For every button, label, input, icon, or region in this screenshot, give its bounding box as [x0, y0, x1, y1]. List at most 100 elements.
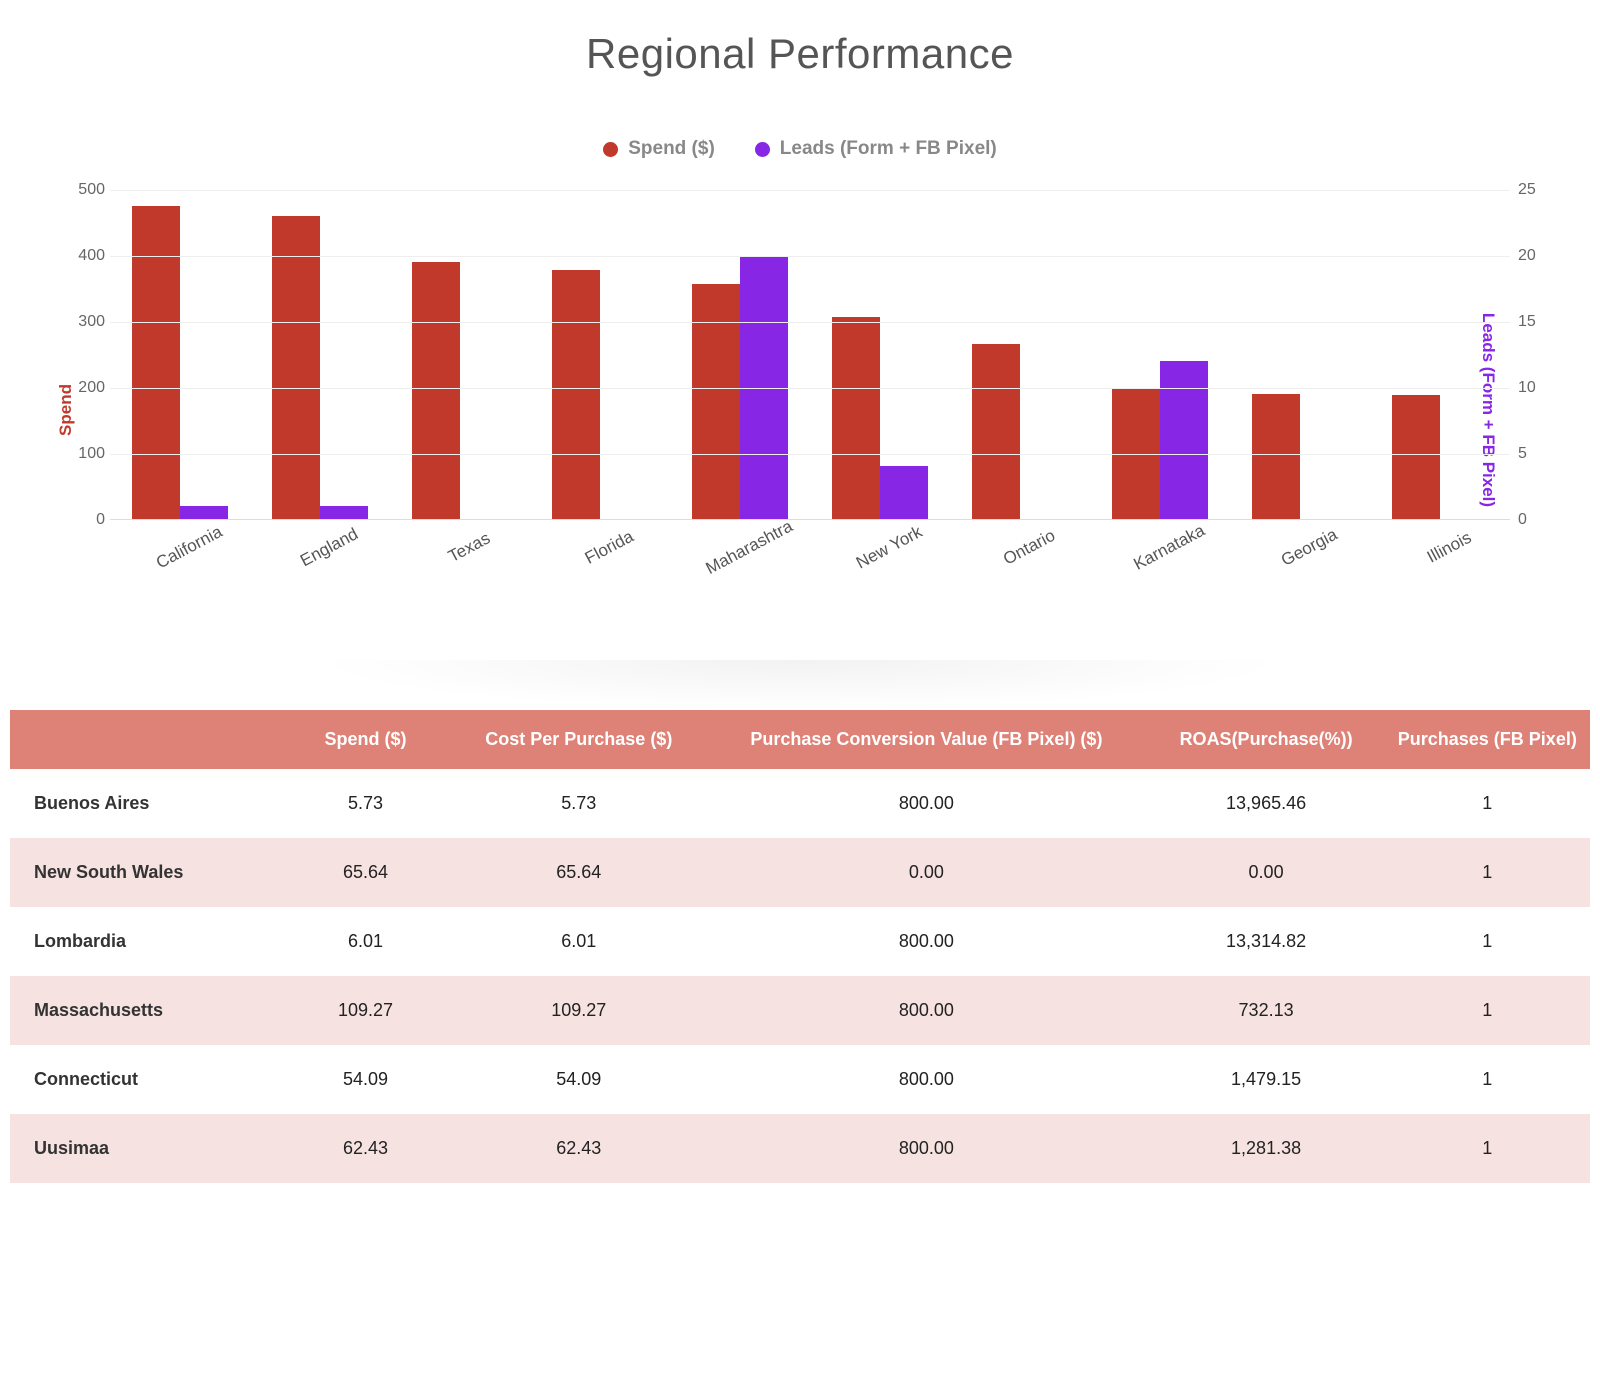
table-cell: 1	[1385, 976, 1590, 1045]
y-left-tick: 500	[65, 181, 105, 199]
y-left-tick: 100	[65, 445, 105, 463]
legend-label: Spend ($)	[628, 138, 715, 160]
row-label: Connecticut	[10, 1045, 279, 1114]
table-cell: 1	[1385, 769, 1590, 838]
table-column-header[interactable]	[10, 710, 279, 769]
y-right-tick: 15	[1518, 313, 1548, 331]
y-left-tick: 0	[65, 511, 105, 529]
spend-bar[interactable]	[1252, 394, 1300, 519]
spend-bar[interactable]	[1392, 395, 1440, 519]
chart-shadow	[310, 660, 1290, 710]
table-cell: 1	[1385, 1114, 1590, 1183]
grid-line	[110, 256, 1510, 257]
table-cell: 13,965.46	[1148, 769, 1385, 838]
y-left-tick: 400	[65, 247, 105, 265]
dashboard: Regional Performance Spend ($) Leads (For…	[0, 0, 1600, 1183]
table-cell: 732.13	[1148, 976, 1385, 1045]
table-cell: 6.01	[452, 907, 705, 976]
table-cell: 800.00	[705, 976, 1147, 1045]
bar-group	[390, 190, 530, 519]
table-cell: 800.00	[705, 769, 1147, 838]
y-left-tick: 300	[65, 313, 105, 331]
table-cell: 1	[1385, 838, 1590, 907]
y-right-tick: 20	[1518, 247, 1548, 265]
table-cell: 0.00	[705, 838, 1147, 907]
bar-group	[530, 190, 670, 519]
y-right-tick: 5	[1518, 445, 1548, 463]
bar-group	[250, 190, 390, 519]
bar-groups	[110, 190, 1510, 519]
row-label: New South Wales	[10, 838, 279, 907]
table-cell: 0.00	[1148, 838, 1385, 907]
chart-plot: 01002003004005000510152025	[110, 190, 1510, 520]
grid-line	[110, 190, 1510, 191]
table-column-header[interactable]: ROAS(Purchase(%))	[1148, 710, 1385, 769]
page-title: Regional Performance	[10, 30, 1590, 78]
bar-group	[950, 190, 1090, 519]
table-cell: 800.00	[705, 1045, 1147, 1114]
row-label: Buenos Aires	[10, 769, 279, 838]
table-cell: 800.00	[705, 1114, 1147, 1183]
table-cell: 1,479.15	[1148, 1045, 1385, 1114]
spend-bar[interactable]	[972, 344, 1020, 519]
y-right-tick: 10	[1518, 379, 1548, 397]
table-cell: 5.73	[452, 769, 705, 838]
legend-label: Leads (Form + FB Pixel)	[780, 138, 997, 160]
table-cell: 65.64	[279, 838, 453, 907]
table-cell: 109.27	[452, 976, 705, 1045]
x-axis-labels: CaliforniaEnglandTexasFloridaMaharashtra…	[110, 530, 1510, 560]
spend-bar[interactable]	[552, 270, 600, 519]
legend-item: Spend ($)	[603, 138, 715, 160]
table-row: Connecticut54.0954.09800.001,479.151	[10, 1045, 1590, 1114]
table-cell: 1,281.38	[1148, 1114, 1385, 1183]
table-row: Lombardia6.016.01800.0013,314.821	[10, 907, 1590, 976]
spend-bar[interactable]	[272, 216, 320, 519]
spend-bar[interactable]	[832, 317, 880, 519]
table-row: Massachusetts109.27109.27800.00732.131	[10, 976, 1590, 1045]
spend-bar[interactable]	[132, 206, 180, 519]
legend-dot-icon	[603, 142, 618, 157]
y-right-tick: 0	[1518, 511, 1548, 529]
row-label: Massachusetts	[10, 976, 279, 1045]
bar-group	[1230, 190, 1370, 519]
table-cell: 1	[1385, 907, 1590, 976]
table-row: New South Wales65.6465.640.000.001	[10, 838, 1590, 907]
chart-legend: Spend ($) Leads (Form + FB Pixel)	[10, 138, 1590, 160]
row-label: Uusimaa	[10, 1114, 279, 1183]
table-cell: 62.43	[279, 1114, 453, 1183]
table-cell: 109.27	[279, 976, 453, 1045]
table-header: Spend ($)Cost Per Purchase ($)Purchase C…	[10, 710, 1590, 769]
leads-bar[interactable]	[1160, 361, 1208, 519]
table-column-header[interactable]: Cost Per Purchase ($)	[452, 710, 705, 769]
chart-area: Spend Leads (Form + FB Pixel) 0100200300…	[110, 190, 1510, 630]
table-body: Buenos Aires5.735.73800.0013,965.461New …	[10, 769, 1590, 1183]
table-row: Buenos Aires5.735.73800.0013,965.461	[10, 769, 1590, 838]
table-cell: 62.43	[452, 1114, 705, 1183]
bar-group	[1370, 190, 1510, 519]
bar-group	[110, 190, 250, 519]
bar-group	[1090, 190, 1230, 519]
spend-bar[interactable]	[692, 284, 740, 519]
table-cell: 54.09	[452, 1045, 705, 1114]
table-cell: 5.73	[279, 769, 453, 838]
y-left-tick: 200	[65, 379, 105, 397]
table-row: Uusimaa62.4362.43800.001,281.381	[10, 1114, 1590, 1183]
table-column-header[interactable]: Purchase Conversion Value (FB Pixel) ($)	[705, 710, 1147, 769]
table-cell: 65.64	[452, 838, 705, 907]
table-cell: 13,314.82	[1148, 907, 1385, 976]
y-right-tick: 25	[1518, 181, 1548, 199]
grid-line	[110, 454, 1510, 455]
spend-bar[interactable]	[412, 262, 460, 519]
table-cell: 54.09	[279, 1045, 453, 1114]
table-column-header[interactable]: Spend ($)	[279, 710, 453, 769]
grid-line	[110, 388, 1510, 389]
table-cell: 6.01	[279, 907, 453, 976]
legend-item: Leads (Form + FB Pixel)	[755, 138, 997, 160]
table-column-header[interactable]: Purchases (FB Pixel)	[1385, 710, 1590, 769]
grid-line	[110, 322, 1510, 323]
performance-table: Spend ($)Cost Per Purchase ($)Purchase C…	[10, 710, 1590, 1183]
bar-group	[670, 190, 810, 519]
table-cell: 800.00	[705, 907, 1147, 976]
legend-dot-icon	[755, 142, 770, 157]
table-cell: 1	[1385, 1045, 1590, 1114]
